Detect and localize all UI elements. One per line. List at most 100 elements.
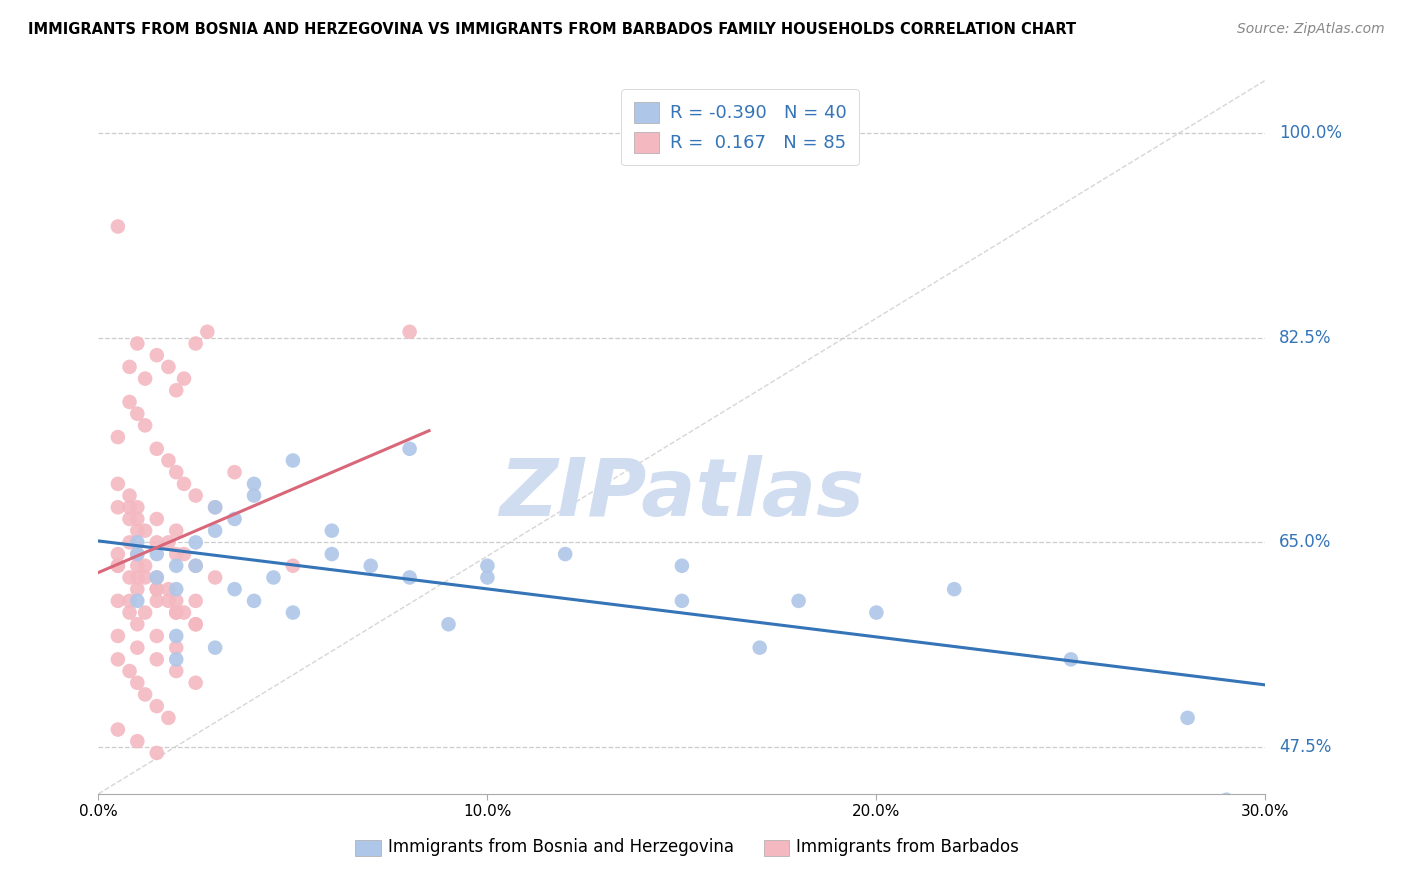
Point [127,570,149,584]
Point [671,558,693,573]
Point [173,547,195,561]
Point [118,512,141,526]
Point [281,453,304,467]
Point [118,489,141,503]
Text: 82.5%: 82.5% [1279,328,1331,347]
Point [165,594,187,608]
Point [127,594,149,608]
Point [127,582,149,596]
Point [321,524,343,538]
Bar [763,840,789,856]
Point [157,359,180,374]
Point [127,675,149,690]
Point [157,582,180,596]
Point [224,512,246,526]
Point [146,746,169,760]
Point [184,535,207,549]
Point [118,500,141,515]
Text: Immigrants from Barbados: Immigrants from Barbados [796,838,1019,856]
Point [107,430,129,444]
Point [748,640,770,655]
Text: 65.0%: 65.0% [1279,533,1331,551]
Point [107,629,129,643]
Point [134,558,156,573]
Point [224,465,246,479]
Point [107,652,129,666]
Point [127,734,149,748]
Point [118,664,141,678]
Text: Immigrants from Bosnia and Herzegovina: Immigrants from Bosnia and Herzegovina [388,838,734,856]
Point [204,500,226,515]
Point [165,582,187,596]
Point [157,535,180,549]
Point [437,617,460,632]
Point [360,558,382,573]
Text: Source: ZipAtlas.com: Source: ZipAtlas.com [1237,22,1385,37]
Point [184,594,207,608]
Point [204,570,226,584]
Point [127,407,149,421]
Text: 47.5%: 47.5% [1279,738,1331,756]
Point [107,594,129,608]
Point [184,558,207,573]
Point [865,606,887,620]
Point [195,325,218,339]
Point [107,219,129,234]
Point [134,418,156,433]
Point [1215,793,1237,807]
Point [165,640,187,655]
Point [134,688,156,702]
Point [118,359,141,374]
Point [127,336,149,351]
Point [127,617,149,632]
Point [321,547,343,561]
Point [107,723,129,737]
Point [165,629,187,643]
Point [146,512,169,526]
Point [146,570,169,584]
Point [118,594,141,608]
Point [157,594,180,608]
Point [134,524,156,538]
Point [134,570,156,584]
Point [671,594,693,608]
Point [184,617,207,632]
Point [146,699,169,714]
Point [173,371,195,385]
Point [118,535,141,549]
Point [157,453,180,467]
Point [134,606,156,620]
Point [146,652,169,666]
Point [127,640,149,655]
Point [127,500,149,515]
Point [127,524,149,538]
Point [1060,652,1083,666]
Point [165,384,187,398]
Point [165,606,187,620]
Point [165,547,187,561]
Point [477,570,499,584]
Point [165,664,187,678]
Point [146,547,169,561]
Point [184,558,207,573]
Text: IMMIGRANTS FROM BOSNIA AND HERZEGOVINA VS IMMIGRANTS FROM BARBADOS FAMILY HOUSEH: IMMIGRANTS FROM BOSNIA AND HERZEGOVINA V… [28,22,1076,37]
Point [134,371,156,385]
Point [107,476,129,491]
Point [184,336,207,351]
Point [243,594,266,608]
Point [146,442,169,456]
Point [787,594,810,608]
Point [127,547,149,561]
Text: 100.0%: 100.0% [1279,124,1343,142]
Point [943,582,966,596]
Point [243,489,266,503]
Point [243,476,266,491]
Point [165,524,187,538]
Point [398,442,420,456]
Point [554,547,576,561]
Point [127,535,149,549]
Point [165,652,187,666]
Point [127,547,149,561]
Point [107,547,129,561]
Point [173,476,195,491]
